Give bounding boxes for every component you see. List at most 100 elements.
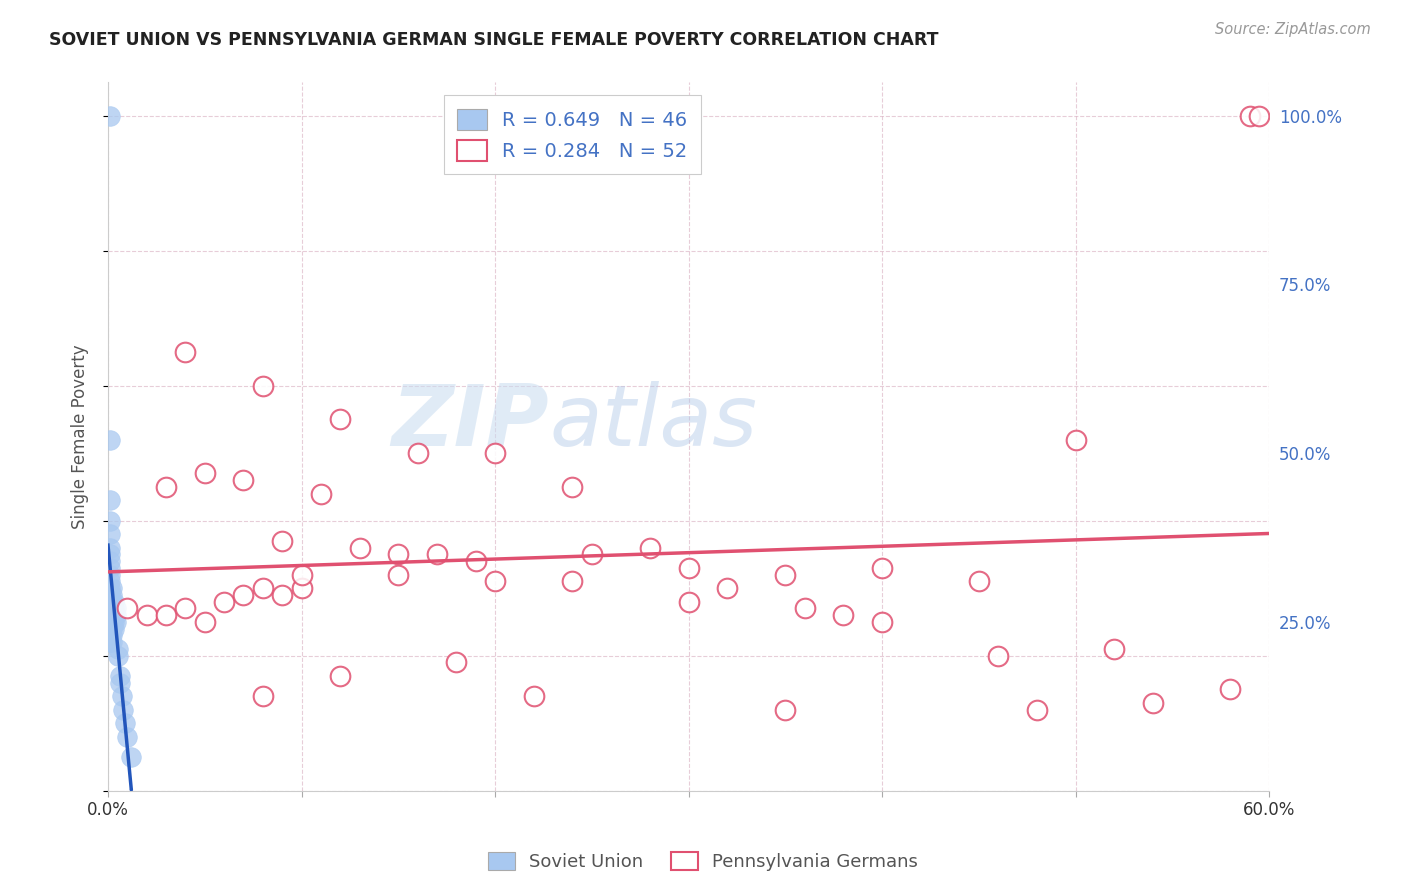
Point	[103, 601, 125, 615]
Point	[290, 567, 312, 582]
Point	[107, 648, 129, 663]
Text: Source: ZipAtlas.com: Source: ZipAtlas.com	[1215, 22, 1371, 37]
Legend: Soviet Union, Pennsylvania Germans: Soviet Union, Pennsylvania Germans	[481, 845, 925, 879]
Point	[103, 608, 125, 623]
Text: ZIP: ZIP	[392, 381, 550, 464]
Point	[98, 622, 121, 636]
Point	[101, 622, 124, 636]
Point	[117, 730, 139, 744]
Point	[252, 581, 274, 595]
Point	[108, 669, 131, 683]
Point	[716, 581, 738, 595]
Point	[446, 656, 468, 670]
Point	[98, 581, 121, 595]
Y-axis label: Single Female Poverty: Single Female Poverty	[72, 344, 89, 529]
Point	[174, 601, 197, 615]
Point	[101, 615, 124, 629]
Point	[103, 615, 125, 629]
Point	[110, 689, 132, 703]
Point	[101, 635, 124, 649]
Point	[103, 622, 125, 636]
Point	[271, 533, 294, 548]
Point	[98, 601, 121, 615]
Point	[1239, 109, 1261, 123]
Point	[120, 749, 142, 764]
Point	[484, 446, 506, 460]
Point	[967, 574, 990, 589]
Point	[1142, 696, 1164, 710]
Point	[290, 581, 312, 595]
Point	[98, 635, 121, 649]
Point	[309, 486, 332, 500]
Point	[329, 669, 352, 683]
Point	[101, 601, 124, 615]
Point	[101, 608, 124, 623]
Point	[98, 615, 121, 629]
Point	[103, 594, 125, 608]
Point	[232, 588, 254, 602]
Point	[561, 480, 583, 494]
Point	[98, 561, 121, 575]
Point	[104, 601, 127, 615]
Point	[561, 574, 583, 589]
Point	[678, 594, 700, 608]
Point	[523, 689, 546, 703]
Point	[104, 608, 127, 623]
Point	[108, 675, 131, 690]
Point	[101, 588, 124, 602]
Point	[426, 547, 449, 561]
Point	[775, 703, 797, 717]
Point	[349, 541, 371, 555]
Point	[135, 608, 157, 623]
Point	[793, 601, 815, 615]
Point	[406, 446, 429, 460]
Point	[252, 689, 274, 703]
Point	[174, 344, 197, 359]
Point	[1064, 433, 1087, 447]
Text: SOVIET UNION VS PENNSYLVANIA GERMAN SINGLE FEMALE POVERTY CORRELATION CHART: SOVIET UNION VS PENNSYLVANIA GERMAN SING…	[49, 31, 939, 49]
Point	[194, 615, 217, 629]
Point	[98, 594, 121, 608]
Point	[1219, 682, 1241, 697]
Point	[98, 554, 121, 568]
Point	[98, 109, 121, 123]
Point	[1025, 703, 1047, 717]
Point	[775, 567, 797, 582]
Point	[101, 581, 124, 595]
Point	[98, 574, 121, 589]
Point	[832, 608, 855, 623]
Point	[98, 514, 121, 528]
Text: atlas: atlas	[550, 381, 758, 464]
Point	[98, 608, 121, 623]
Point	[101, 594, 124, 608]
Point	[252, 378, 274, 392]
Point	[98, 527, 121, 541]
Point	[98, 588, 121, 602]
Point	[98, 493, 121, 508]
Point	[232, 473, 254, 487]
Point	[581, 547, 603, 561]
Point	[870, 561, 893, 575]
Point	[212, 594, 235, 608]
Point	[155, 608, 177, 623]
Point	[98, 541, 121, 555]
Point	[870, 615, 893, 629]
Point	[1249, 109, 1271, 123]
Point	[101, 628, 124, 642]
Legend: R = 0.649   N = 46, R = 0.284   N = 52: R = 0.649 N = 46, R = 0.284 N = 52	[444, 95, 702, 175]
Point	[987, 648, 1010, 663]
Point	[329, 412, 352, 426]
Point	[98, 547, 121, 561]
Point	[117, 601, 139, 615]
Point	[98, 628, 121, 642]
Point	[98, 433, 121, 447]
Point	[271, 588, 294, 602]
Point	[678, 561, 700, 575]
Point	[638, 541, 661, 555]
Point	[1104, 641, 1126, 656]
Point	[98, 567, 121, 582]
Point	[194, 467, 217, 481]
Point	[387, 567, 409, 582]
Point	[107, 641, 129, 656]
Point	[484, 574, 506, 589]
